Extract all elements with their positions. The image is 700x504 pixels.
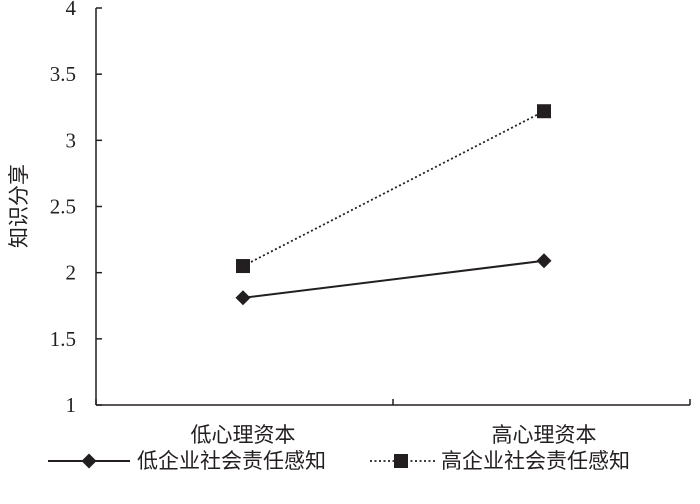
series-line (242, 110, 545, 267)
data-point (537, 104, 551, 119)
y-tick-label: 3 (66, 128, 77, 152)
series-line (242, 259, 545, 299)
legend: 低企业社会责任感知 高企业社会责任感知 (48, 449, 630, 473)
data-point (536, 253, 552, 269)
legend-label: 低企业社会责任感知 (137, 449, 326, 473)
legend-marker (81, 453, 97, 469)
y-ticks: 1 1.5 2 2.5 3 3.5 4 (50, 0, 102, 417)
y-tick-label: 1 (66, 393, 77, 417)
legend-item: 高企业社会责任感知 (370, 449, 630, 473)
x-ticks: 低心理资本 高心理资本 (95, 399, 691, 447)
x-category-label: 高心理资本 (492, 423, 597, 447)
series-1 (235, 253, 552, 306)
y-axis-title: 知识分享 (7, 164, 31, 248)
series-2 (236, 104, 551, 274)
y-tick-label: 2 (66, 261, 77, 285)
axes (95, 8, 690, 406)
legend-marker (394, 454, 408, 468)
x-category-label: 低心理资本 (191, 423, 296, 447)
data-point (236, 259, 250, 274)
data-point (235, 290, 251, 306)
legend-item: 低企业社会责任感知 (48, 449, 326, 473)
y-tick-label: 1.5 (50, 327, 76, 351)
y-tick-label: 2.5 (50, 195, 76, 219)
y-tick-label: 4 (66, 0, 77, 20)
legend-label: 高企业社会责任感知 (441, 449, 630, 473)
series-layer (235, 104, 552, 306)
y-tick-label: 3.5 (50, 62, 76, 86)
